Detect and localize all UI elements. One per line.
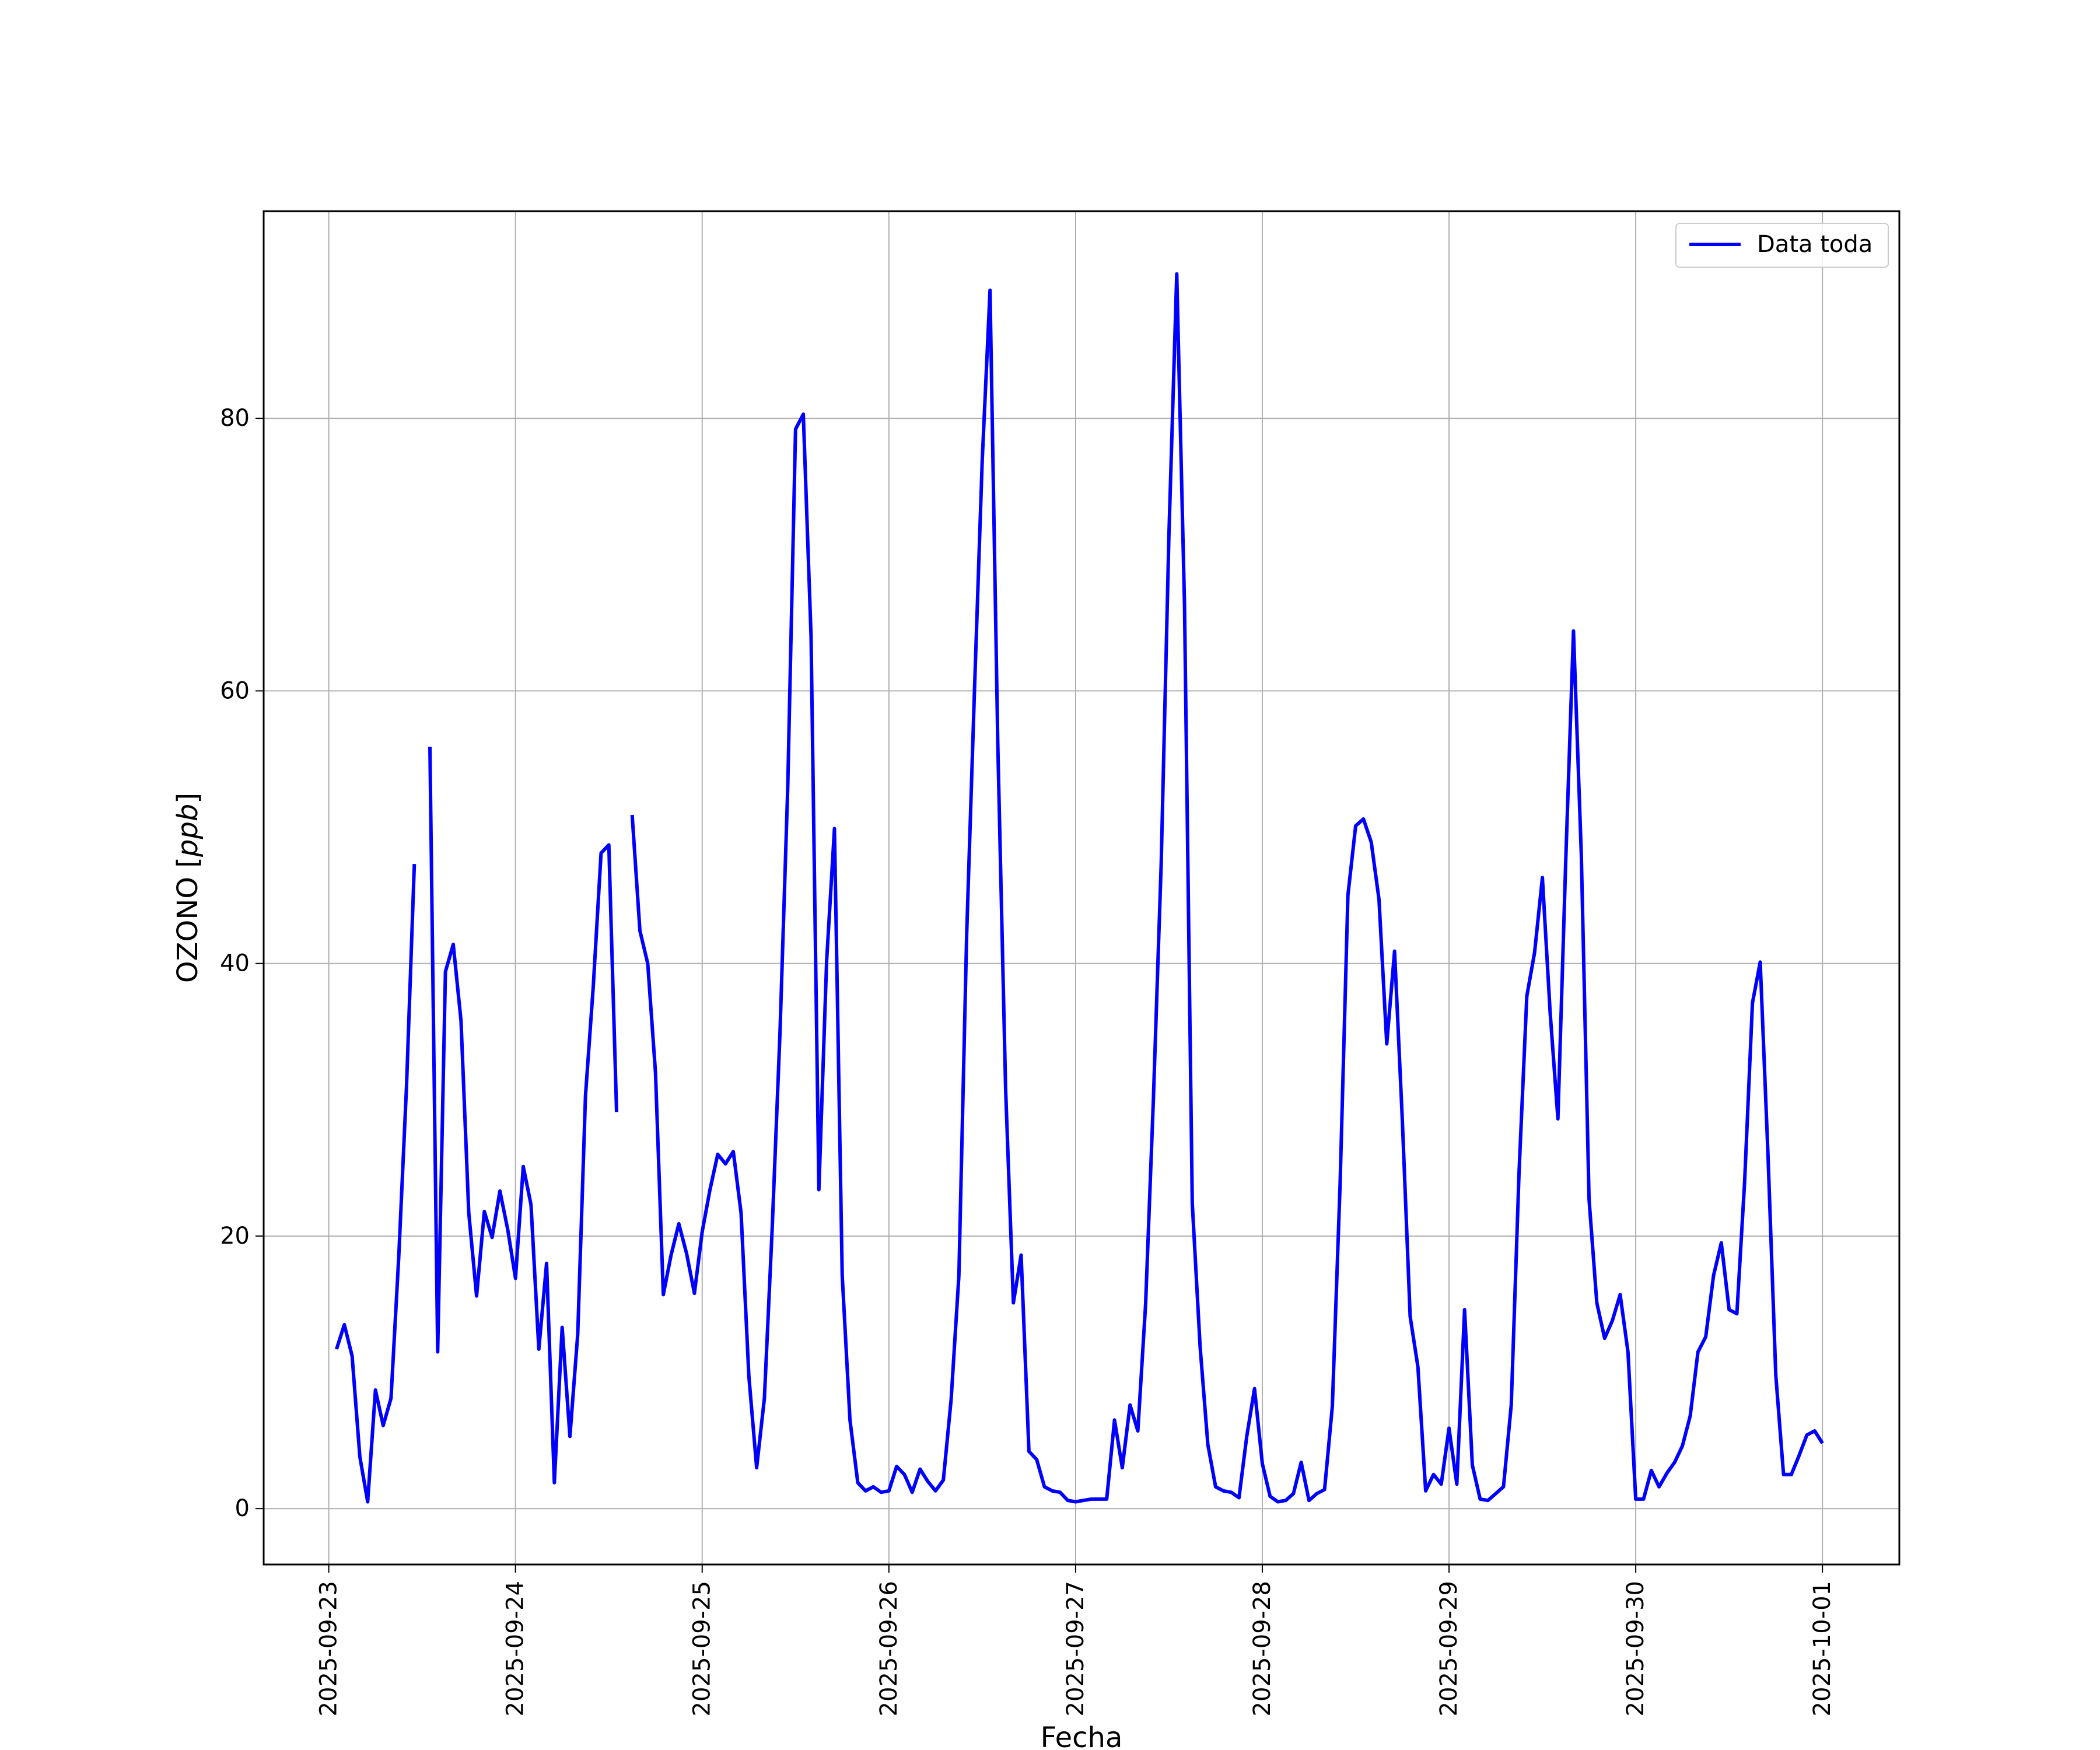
ticks: 2025-09-23 2025-09-24 2025-09-25 2025-09-26…: [220, 405, 1836, 1716]
y-tick-label: 40: [220, 950, 250, 977]
y-tick-label: 60: [220, 677, 250, 704]
y-axis-title-unit: ppb: [172, 804, 204, 858]
x-tick-label: 2025-09-30: [1622, 1581, 1649, 1716]
y-tick-label: 80: [220, 405, 250, 432]
x-tick-label: 2025-09-27: [1062, 1581, 1089, 1716]
series-line: [335, 863, 416, 1504]
legend-label: Data toda: [1757, 231, 1873, 258]
x-tick-label: 2025-09-24: [502, 1581, 529, 1716]
series-line: [630, 272, 1824, 1504]
plot-frame: [262, 210, 1901, 1566]
x-tick-label: 2025-09-23: [316, 1581, 342, 1716]
x-tick-label: 2025-09-25: [689, 1581, 716, 1716]
x-tick-label: 2025-10-01: [1809, 1581, 1836, 1716]
y-tick-label: 0: [235, 1495, 250, 1522]
grid: [264, 211, 1899, 1564]
x-axis-title: Fecha: [1041, 1721, 1123, 1750]
y-axis-title-prefix: OZONO [: [172, 857, 204, 983]
x-tick-label: 2025-09-29: [1436, 1581, 1462, 1716]
x-tick-label: 2025-09-28: [1249, 1581, 1276, 1716]
series-line: [428, 747, 618, 1485]
legend: Data toda: [1675, 223, 1889, 268]
y-axis-title: OZONO [ppb]: [172, 793, 204, 983]
series-layer: [335, 272, 1824, 1504]
x-tick-label: 2025-09-26: [876, 1581, 902, 1716]
y-tick-label: 20: [220, 1223, 250, 1250]
legend-box: [1675, 223, 1889, 268]
y-axis-title-suffix: ]: [172, 793, 204, 804]
